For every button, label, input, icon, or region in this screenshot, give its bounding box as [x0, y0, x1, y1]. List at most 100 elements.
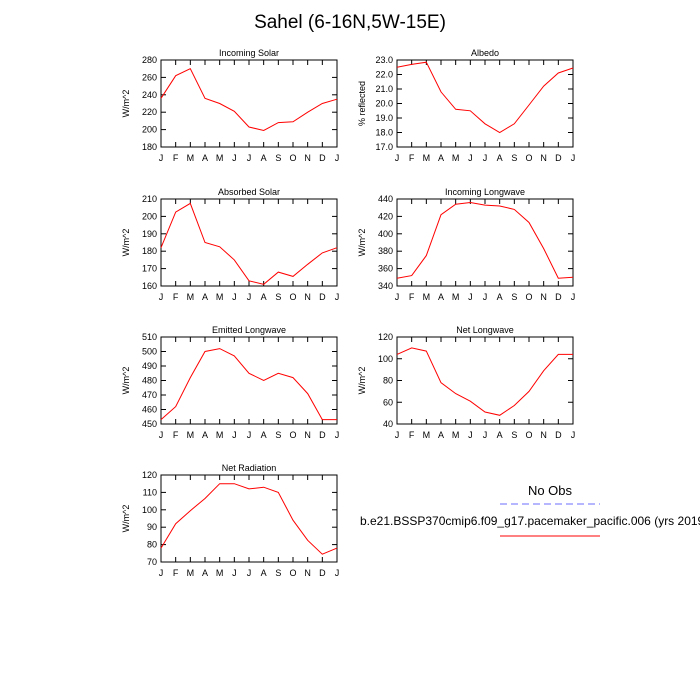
plot-frame [396, 59, 574, 148]
plot-frame [160, 198, 338, 287]
x-tick-label: J [247, 568, 252, 578]
x-tick-label: A [261, 568, 267, 578]
series-line [396, 61, 574, 134]
x-tick-label: J [159, 292, 164, 302]
x-tick-label: J [395, 153, 400, 163]
x-tick-label: M [423, 153, 431, 163]
y-tick-label: 22.0 [375, 70, 393, 80]
x-tick-label: A [497, 153, 503, 163]
x-tick-label: J [468, 292, 473, 302]
x-tick-label: J [159, 153, 164, 163]
y-tick-label: 480 [142, 376, 157, 386]
x-tick-label: J [395, 430, 400, 440]
y-tick-label: 240 [142, 90, 157, 100]
x-tick-label: F [409, 292, 415, 302]
y-tick-label: 510 [142, 332, 157, 342]
y-tick-label: 18.0 [375, 128, 393, 138]
x-tick-label: F [173, 568, 179, 578]
x-tick-label: J [335, 430, 340, 440]
y-axis-label: W/m^2 [121, 90, 131, 118]
y-tick-label: 440 [378, 194, 393, 204]
y-tick-label: 400 [378, 229, 393, 239]
y-tick-label: 160 [142, 281, 157, 291]
plot-frame [160, 474, 338, 563]
x-tick-label: S [511, 292, 517, 302]
x-tick-label: J [232, 292, 237, 302]
y-tick-label: 70 [147, 557, 157, 567]
x-tick-label: N [304, 292, 311, 302]
panel-albedo: Albedo % reflected 17.0 18.0 19.0 20.0 21.0 22.… [357, 48, 575, 163]
y-tick-label: 460 [142, 405, 157, 415]
x-tick-label: J [247, 430, 252, 440]
y-axis-label: W/m^2 [121, 367, 131, 395]
x-tick-label: O [289, 153, 296, 163]
x-tick-label: J [395, 292, 400, 302]
x-tick-label: J [571, 153, 576, 163]
x-tick-label: A [497, 292, 503, 302]
x-tick-label: N [304, 430, 311, 440]
x-tick-label: J [335, 292, 340, 302]
y-tick-label: 500 [142, 347, 157, 357]
x-tick-label: D [555, 430, 562, 440]
x-tick-label: F [173, 430, 179, 440]
y-axis-label: W/m^2 [121, 505, 131, 533]
x-tick-label: F [409, 430, 415, 440]
y-tick-label: 190 [142, 229, 157, 239]
x-tick-label: M [452, 153, 460, 163]
series-line [160, 483, 338, 555]
y-tick-label: 340 [378, 281, 393, 291]
x-tick-label: D [555, 153, 562, 163]
x-tick-label: M [423, 430, 431, 440]
x-tick-label: N [304, 153, 311, 163]
y-tick-label: 19.0 [375, 113, 393, 123]
x-tick-label: J [232, 568, 237, 578]
page-title: Sahel (6-16N,5W-15E) [254, 12, 446, 33]
panel-title: Emitted Longwave [212, 325, 286, 335]
y-tick-label: 380 [378, 246, 393, 256]
x-tick-label: S [511, 430, 517, 440]
y-tick-label: 23.0 [375, 55, 393, 65]
x-tick-label: J [468, 430, 473, 440]
panel-title: Absorbed Solar [218, 187, 280, 197]
x-tick-label: A [261, 292, 267, 302]
y-tick-label: 170 [142, 264, 157, 274]
y-tick-label: 17.0 [375, 142, 393, 152]
x-tick-label: A [202, 568, 208, 578]
x-tick-label: J [247, 292, 252, 302]
x-tick-label: N [540, 153, 547, 163]
x-tick-label: F [173, 153, 179, 163]
x-tick-label: J [571, 430, 576, 440]
x-tick-label: O [289, 568, 296, 578]
y-tick-label: 200 [142, 125, 157, 135]
x-tick-label: O [525, 153, 532, 163]
x-tick-label: M [452, 292, 460, 302]
x-tick-label: S [511, 153, 517, 163]
y-tick-label: 260 [142, 72, 157, 82]
x-tick-label: A [438, 153, 444, 163]
x-tick-label: S [275, 292, 281, 302]
x-tick-label: F [173, 292, 179, 302]
x-tick-label: S [275, 568, 281, 578]
x-tick-label: N [540, 292, 547, 302]
panel-title: Net Longwave [456, 325, 514, 335]
series-line [396, 347, 573, 416]
plot-frame [160, 336, 338, 425]
x-tick-label: J [335, 568, 340, 578]
x-tick-label: J [483, 153, 488, 163]
panel-title: Net Radiation [222, 463, 277, 473]
x-tick-label: J [571, 292, 576, 302]
x-tick-label: D [319, 153, 326, 163]
series-line [160, 348, 337, 421]
x-tick-label: A [261, 430, 267, 440]
x-tick-label: S [275, 430, 281, 440]
panel-title: Incoming Solar [219, 48, 279, 58]
plot-frame [160, 59, 338, 148]
x-tick-label: J [232, 430, 237, 440]
x-tick-label: D [319, 430, 326, 440]
x-tick-label: J [483, 292, 488, 302]
y-axis-label: W/m^2 [357, 229, 367, 257]
x-tick-label: M [423, 292, 431, 302]
